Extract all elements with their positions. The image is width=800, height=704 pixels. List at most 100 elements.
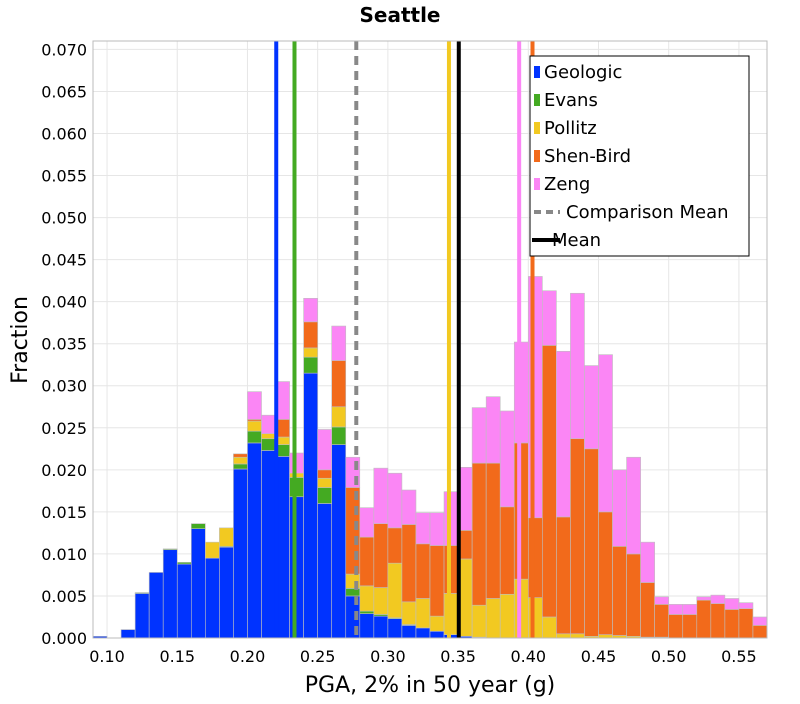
bar-geologic [120, 629, 136, 639]
bar-geologic [261, 450, 276, 639]
bar-shen-bird [527, 517, 543, 598]
bar-geologic [247, 442, 262, 639]
bar-zeng [682, 604, 698, 615]
bar-pollitz [289, 472, 304, 478]
bar-zeng [499, 410, 515, 508]
bar-zeng [359, 507, 375, 538]
bar-evans [134, 592, 150, 594]
bar-zeng [640, 541, 655, 583]
bar-shen-bird [738, 608, 754, 639]
bar-shen-bird [710, 603, 726, 639]
bar-zeng [654, 596, 670, 605]
y-tick-label: 0.040 [41, 293, 87, 312]
bar-zeng [415, 512, 431, 545]
bar-shen-bird [401, 524, 417, 603]
bar-pollitz [247, 420, 262, 432]
bar-zeng [261, 414, 276, 434]
bar-evans [261, 438, 276, 451]
y-tick-label: 0.020 [41, 461, 87, 480]
bar-geologic [373, 615, 389, 639]
legend-swatch [534, 66, 540, 78]
bar-pollitz [359, 585, 375, 612]
bar-pollitz [598, 634, 613, 639]
legend-label: Geologic [544, 62, 622, 83]
bar-geologic [219, 546, 234, 639]
x-axis-label: PGA, 2% in 50 year (g) [305, 673, 556, 698]
bar-zeng [387, 472, 403, 529]
bar-geologic [317, 503, 333, 639]
bar-shen-bird [303, 321, 318, 349]
bar-evans [247, 430, 262, 444]
bar-shen-bird [359, 536, 375, 587]
legend-label: Shen-Bird [544, 146, 631, 167]
bar-pollitz [415, 598, 431, 629]
x-tick-label: 0.35 [440, 647, 476, 666]
bar-geologic [331, 444, 347, 639]
bar-zeng [247, 391, 262, 420]
bar-shen-bird [668, 614, 684, 639]
legend-label: Zeng [544, 174, 590, 195]
bar-geologic [401, 625, 417, 639]
bar-geologic [176, 563, 192, 639]
legend-swatch [534, 150, 540, 162]
bar-pollitz [429, 615, 445, 632]
bar-evans [359, 610, 375, 614]
bar-zeng [598, 354, 613, 513]
bar-shen-bird [499, 506, 515, 595]
bar-shen-bird [233, 453, 248, 458]
legend-box [529, 55, 750, 257]
bars [92, 276, 768, 639]
bar-pollitz [556, 633, 571, 639]
legend-label: Evans [544, 90, 598, 111]
y-tick-label: 0.025 [41, 419, 87, 438]
bar-shen-bird [542, 345, 557, 618]
bar-shen-bird [752, 625, 768, 639]
bar-pollitz [387, 562, 403, 619]
bar-pollitz [570, 633, 585, 639]
bar-pollitz [542, 616, 557, 639]
bar-shen-bird [429, 545, 445, 617]
bar-evans [162, 548, 178, 551]
y-axis-label: Fraction [8, 296, 33, 384]
bar-pollitz [373, 587, 389, 615]
bar-geologic [289, 496, 304, 639]
y-tick-label: 0.055 [41, 167, 87, 186]
bar-evans [176, 562, 192, 565]
x-tick-label: 0.15 [159, 647, 195, 666]
bar-evans [331, 426, 347, 445]
bar-pollitz [303, 347, 318, 358]
bar-evans [317, 487, 333, 504]
y-tick-label: 0.045 [41, 251, 87, 270]
bar-zeng [584, 365, 599, 450]
x-tick-label: 0.25 [300, 647, 336, 666]
bar-zeng [443, 491, 459, 546]
bar-zeng [289, 452, 304, 474]
bar-zeng [752, 616, 768, 626]
y-tick-label: 0.015 [41, 503, 87, 522]
bar-zeng [668, 604, 684, 615]
bar-pollitz [219, 527, 234, 547]
chart-title: Seattle [359, 3, 440, 27]
bar-geologic [134, 593, 150, 639]
y-tick-label: 0.030 [41, 377, 87, 396]
bar-zeng [724, 598, 740, 610]
y-tick-label: 0.010 [41, 545, 87, 564]
y-tick-label: 0.035 [41, 335, 87, 354]
legend-swatch [534, 178, 540, 190]
x-tick-label: 0.30 [370, 647, 406, 666]
bar-zeng [331, 325, 347, 361]
bar-zeng [738, 602, 754, 609]
bar-shen-bird [640, 582, 655, 638]
bar-shen-bird [612, 546, 627, 636]
bar-shen-bird [387, 527, 403, 564]
y-tick-label: 0.005 [41, 587, 87, 606]
bar-shen-bird [598, 511, 613, 635]
bar-pollitz [499, 593, 515, 639]
bar-zeng [570, 292, 585, 440]
bar-zeng [513, 341, 529, 444]
bar-geologic [233, 468, 248, 639]
bar-geologic [303, 372, 318, 639]
bar-pollitz [485, 598, 501, 639]
bar-pollitz [513, 578, 529, 639]
